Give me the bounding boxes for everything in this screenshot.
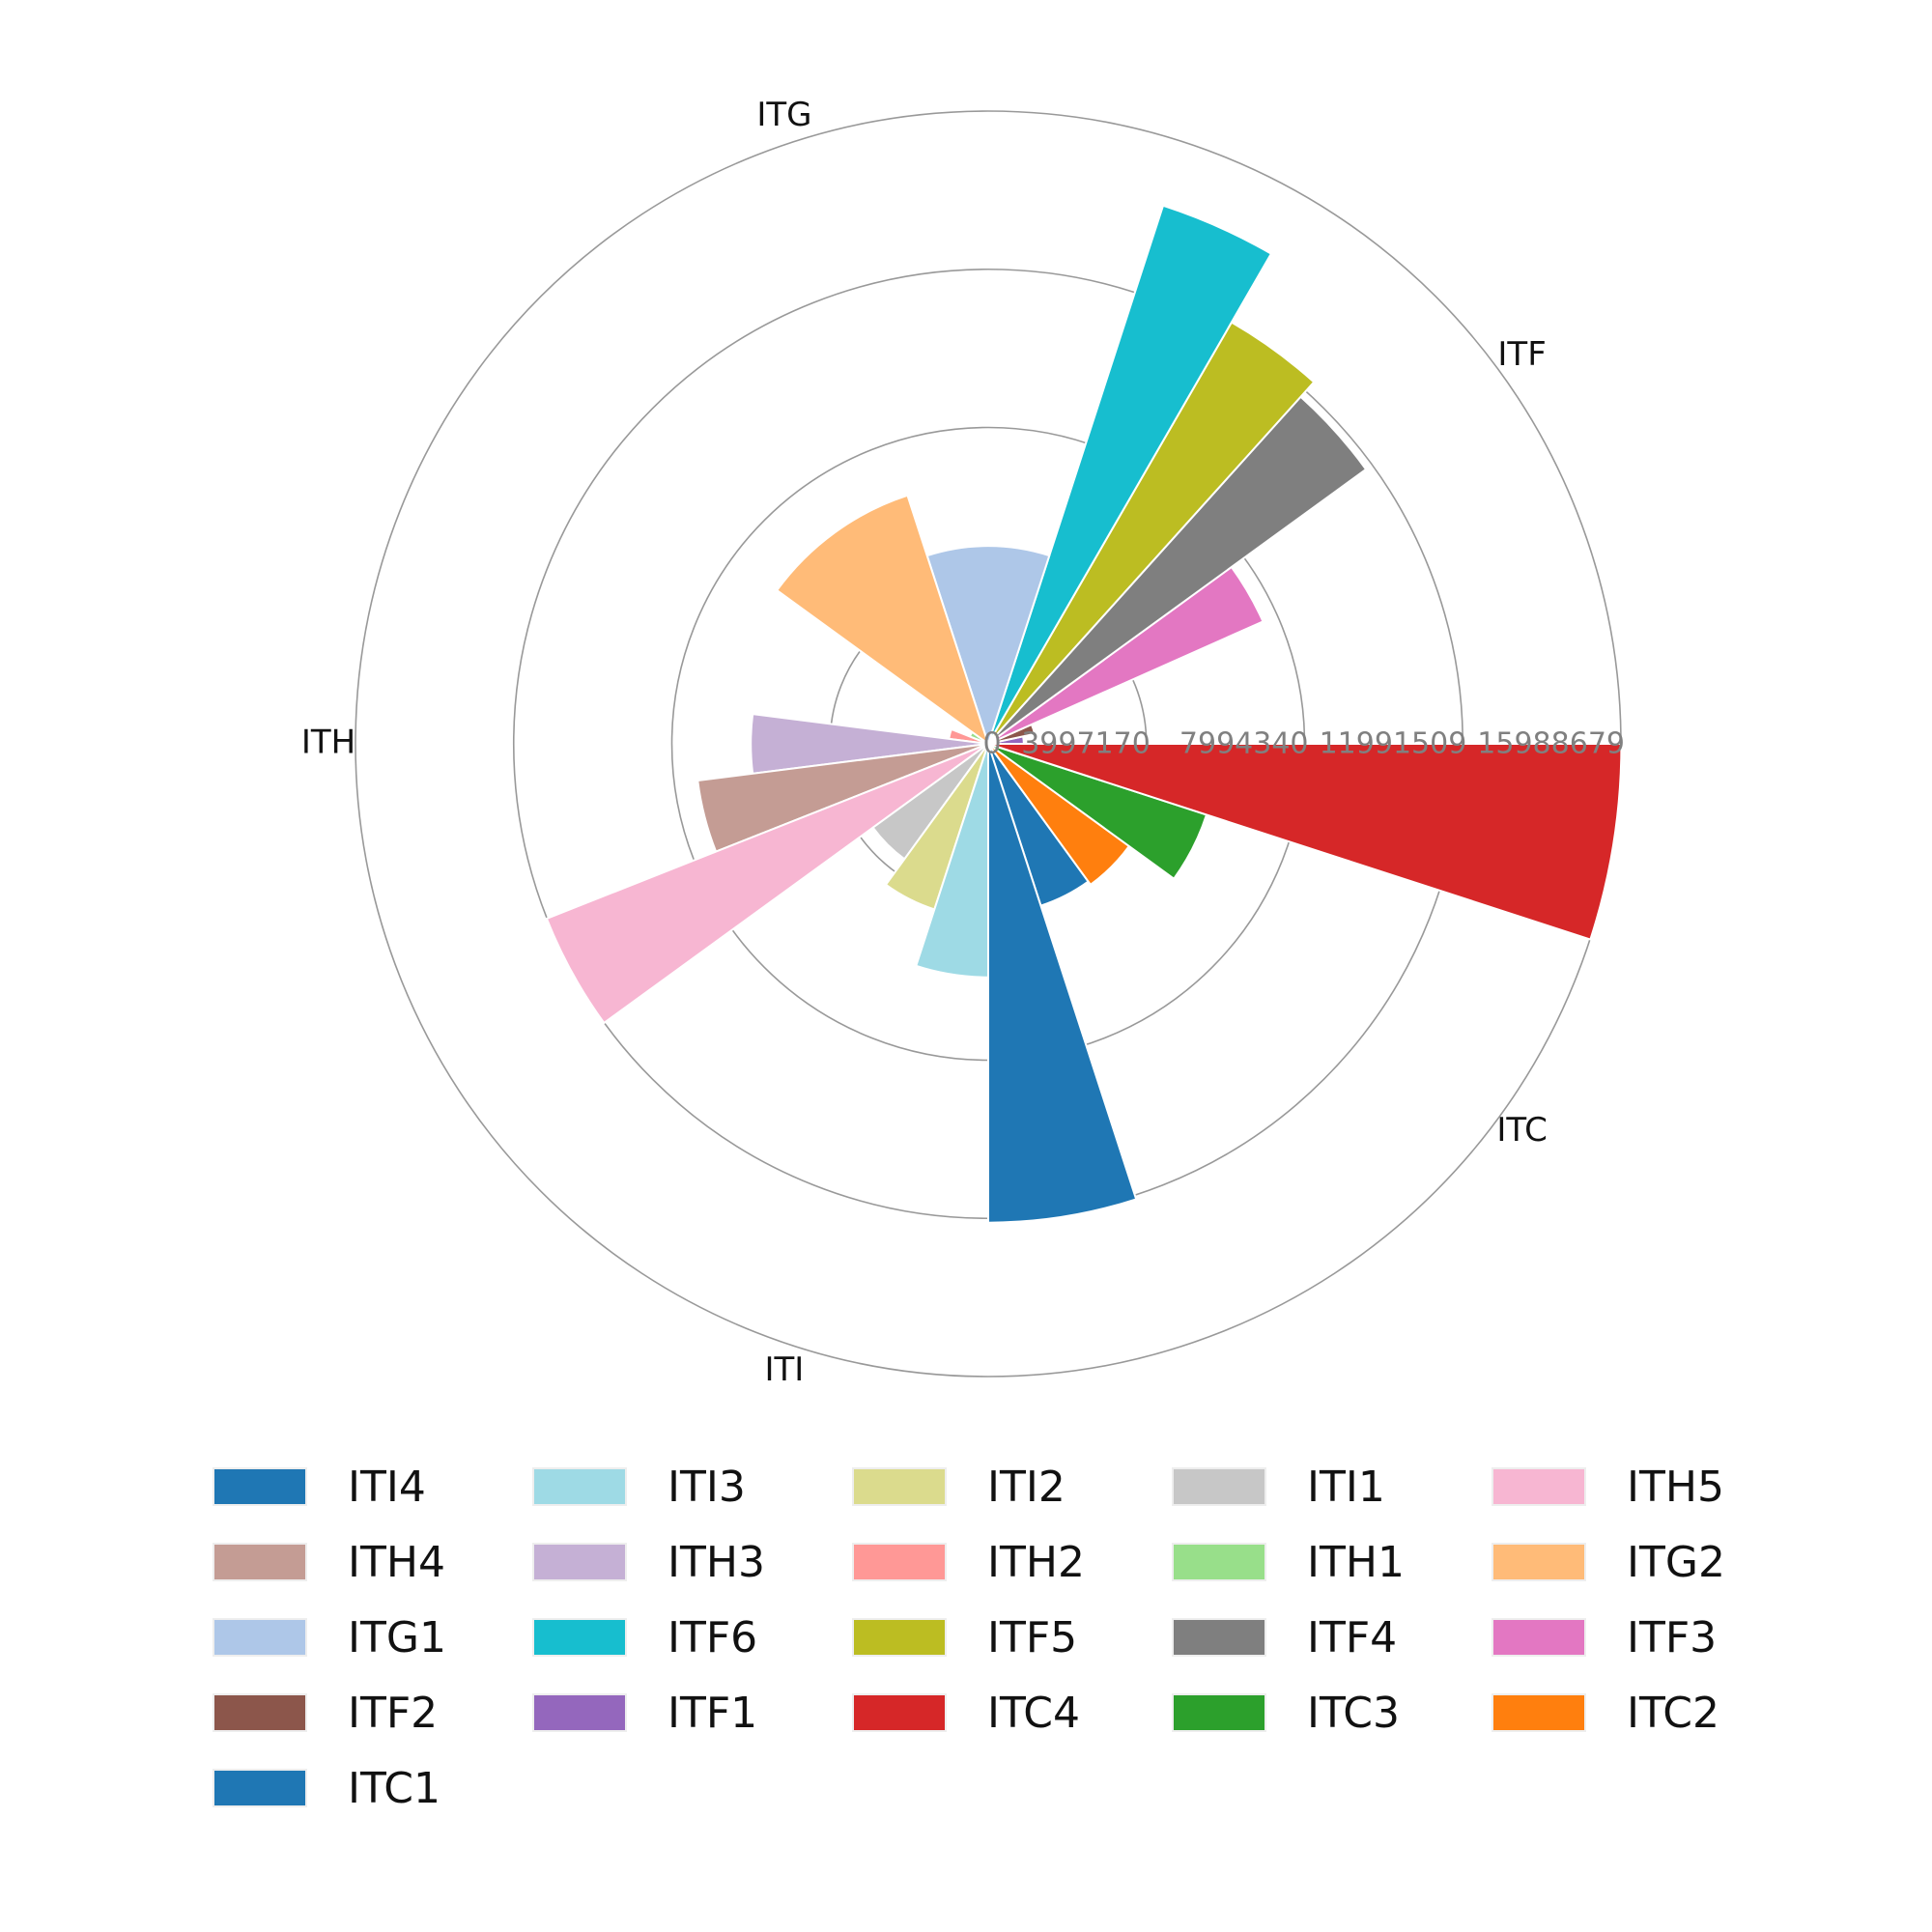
group-label-itc: ITC: [1496, 1111, 1548, 1150]
group-label-itg: ITG: [756, 96, 811, 134]
legend-label: ITC3: [1307, 1688, 1400, 1738]
bar-itc4: [987, 743, 1623, 941]
legend-label: ITC1: [348, 1763, 440, 1813]
legend-label: ITI1: [1307, 1462, 1385, 1512]
legend-item-ith3: ITH3: [532, 1537, 852, 1587]
legend-swatch: [1492, 1467, 1586, 1506]
angular-group-labels: ITC ITF ITG ITH ITI: [301, 96, 1548, 1389]
legend-swatch: [532, 1467, 627, 1506]
legend-swatch: [213, 1618, 307, 1657]
legend-swatch: [532, 1618, 627, 1657]
legend-label: ITF3: [1627, 1612, 1718, 1662]
legend-swatch: [1172, 1693, 1266, 1732]
legend-item-ith2: ITH2: [852, 1537, 1172, 1587]
legend-item-itf2: ITF2: [213, 1688, 532, 1738]
legend-swatch: [532, 1693, 627, 1732]
legend-label: ITH2: [987, 1537, 1085, 1587]
legend-item-itf6: ITF6: [532, 1612, 852, 1662]
legend-item-itc1: ITC1: [213, 1763, 532, 1813]
legend-label: ITI4: [348, 1462, 426, 1512]
legend-label: ITF1: [668, 1688, 758, 1738]
legend-label: ITF5: [987, 1612, 1078, 1662]
radial-tick-label: 3997170: [1021, 727, 1151, 761]
legend-swatch: [532, 1543, 627, 1581]
bar-itg2: [775, 494, 990, 747]
legend: ITI4 ITI3 ITI2 ITI1 ITH5 ITH4 ITH3 ITH2 ITH1 ITG2…: [213, 1462, 1797, 1813]
legend-item-itc2: ITC2: [1492, 1688, 1811, 1738]
legend-item-ith5: ITH5: [1492, 1462, 1811, 1512]
bar-iti4: [987, 743, 1138, 1224]
legend-item-itc4: ITC4: [852, 1688, 1172, 1738]
legend-label: ITH3: [668, 1537, 765, 1587]
legend-label: ITF6: [668, 1612, 758, 1662]
bar-itf6: [987, 204, 1273, 745]
legend-swatch: [213, 1543, 307, 1581]
radial-tick-label: 7994340: [1179, 727, 1309, 761]
bar-itg1: [925, 545, 1051, 748]
polar-bar-chart: 0 3997170 7994340 11991509 15988679 ITCITFIT…: [301, 96, 1625, 1389]
legend-swatch: [1172, 1543, 1266, 1581]
legend-item-ith4: ITH4: [213, 1537, 532, 1587]
legend-swatch: [852, 1618, 947, 1657]
legend-label: ITH4: [348, 1537, 445, 1587]
legend-label: ITF4: [1307, 1612, 1398, 1662]
legend-item-itf1: ITF1: [532, 1688, 852, 1738]
group-label-ith: ITH: [301, 724, 355, 762]
legend-item-itf4: ITF4: [1172, 1612, 1492, 1662]
legend-swatch: [1492, 1618, 1586, 1657]
legend-swatch: [852, 1467, 947, 1506]
legend-item-iti2: ITI2: [852, 1462, 1172, 1512]
polar-bars: [545, 204, 1623, 1224]
legend-swatch: [1492, 1543, 1586, 1581]
radial-tick-label: 11991509: [1320, 727, 1467, 761]
legend-label: ITF2: [348, 1688, 439, 1738]
group-label-iti: ITI: [764, 1350, 804, 1389]
legend-item-iti4: ITI4: [213, 1462, 532, 1512]
legend-item-itc3: ITC3: [1172, 1688, 1492, 1738]
radial-tick-label: 0: [982, 727, 1001, 761]
legend-swatch: [1172, 1618, 1266, 1657]
radial-tick-label: 15988679: [1477, 727, 1625, 761]
legend-label: ITI2: [987, 1462, 1065, 1512]
bar-ith5: [545, 743, 989, 1025]
legend-swatch: [852, 1543, 947, 1581]
group-label-itf: ITF: [1497, 335, 1546, 374]
legend-item-ith1: ITH1: [1172, 1537, 1492, 1587]
legend-item-itf3: ITF3: [1492, 1612, 1811, 1662]
legend-swatch: [213, 1467, 307, 1506]
radial-tick-labels: 0 3997170 7994340 11991509 15988679: [982, 727, 1625, 761]
legend-label: ITI3: [668, 1462, 746, 1512]
legend-swatch: [213, 1693, 307, 1732]
legend-label: ITG2: [1627, 1537, 1725, 1587]
legend-item-iti1: ITI1: [1172, 1462, 1492, 1512]
legend-item-itg1: ITG1: [213, 1612, 532, 1662]
legend-label: ITH1: [1307, 1537, 1405, 1587]
legend-item-itf5: ITF5: [852, 1612, 1172, 1662]
legend-label: ITC2: [1627, 1688, 1719, 1738]
legend-label: ITH5: [1627, 1462, 1724, 1512]
legend-swatch: [1492, 1693, 1586, 1732]
legend-label: ITG1: [348, 1612, 446, 1662]
legend-item-iti3: ITI3: [532, 1462, 852, 1512]
legend-item-itg2: ITG2: [1492, 1537, 1811, 1587]
legend-swatch: [1172, 1467, 1266, 1506]
legend-label: ITC4: [987, 1688, 1080, 1738]
legend-swatch: [213, 1769, 307, 1807]
legend-swatch: [852, 1693, 947, 1732]
